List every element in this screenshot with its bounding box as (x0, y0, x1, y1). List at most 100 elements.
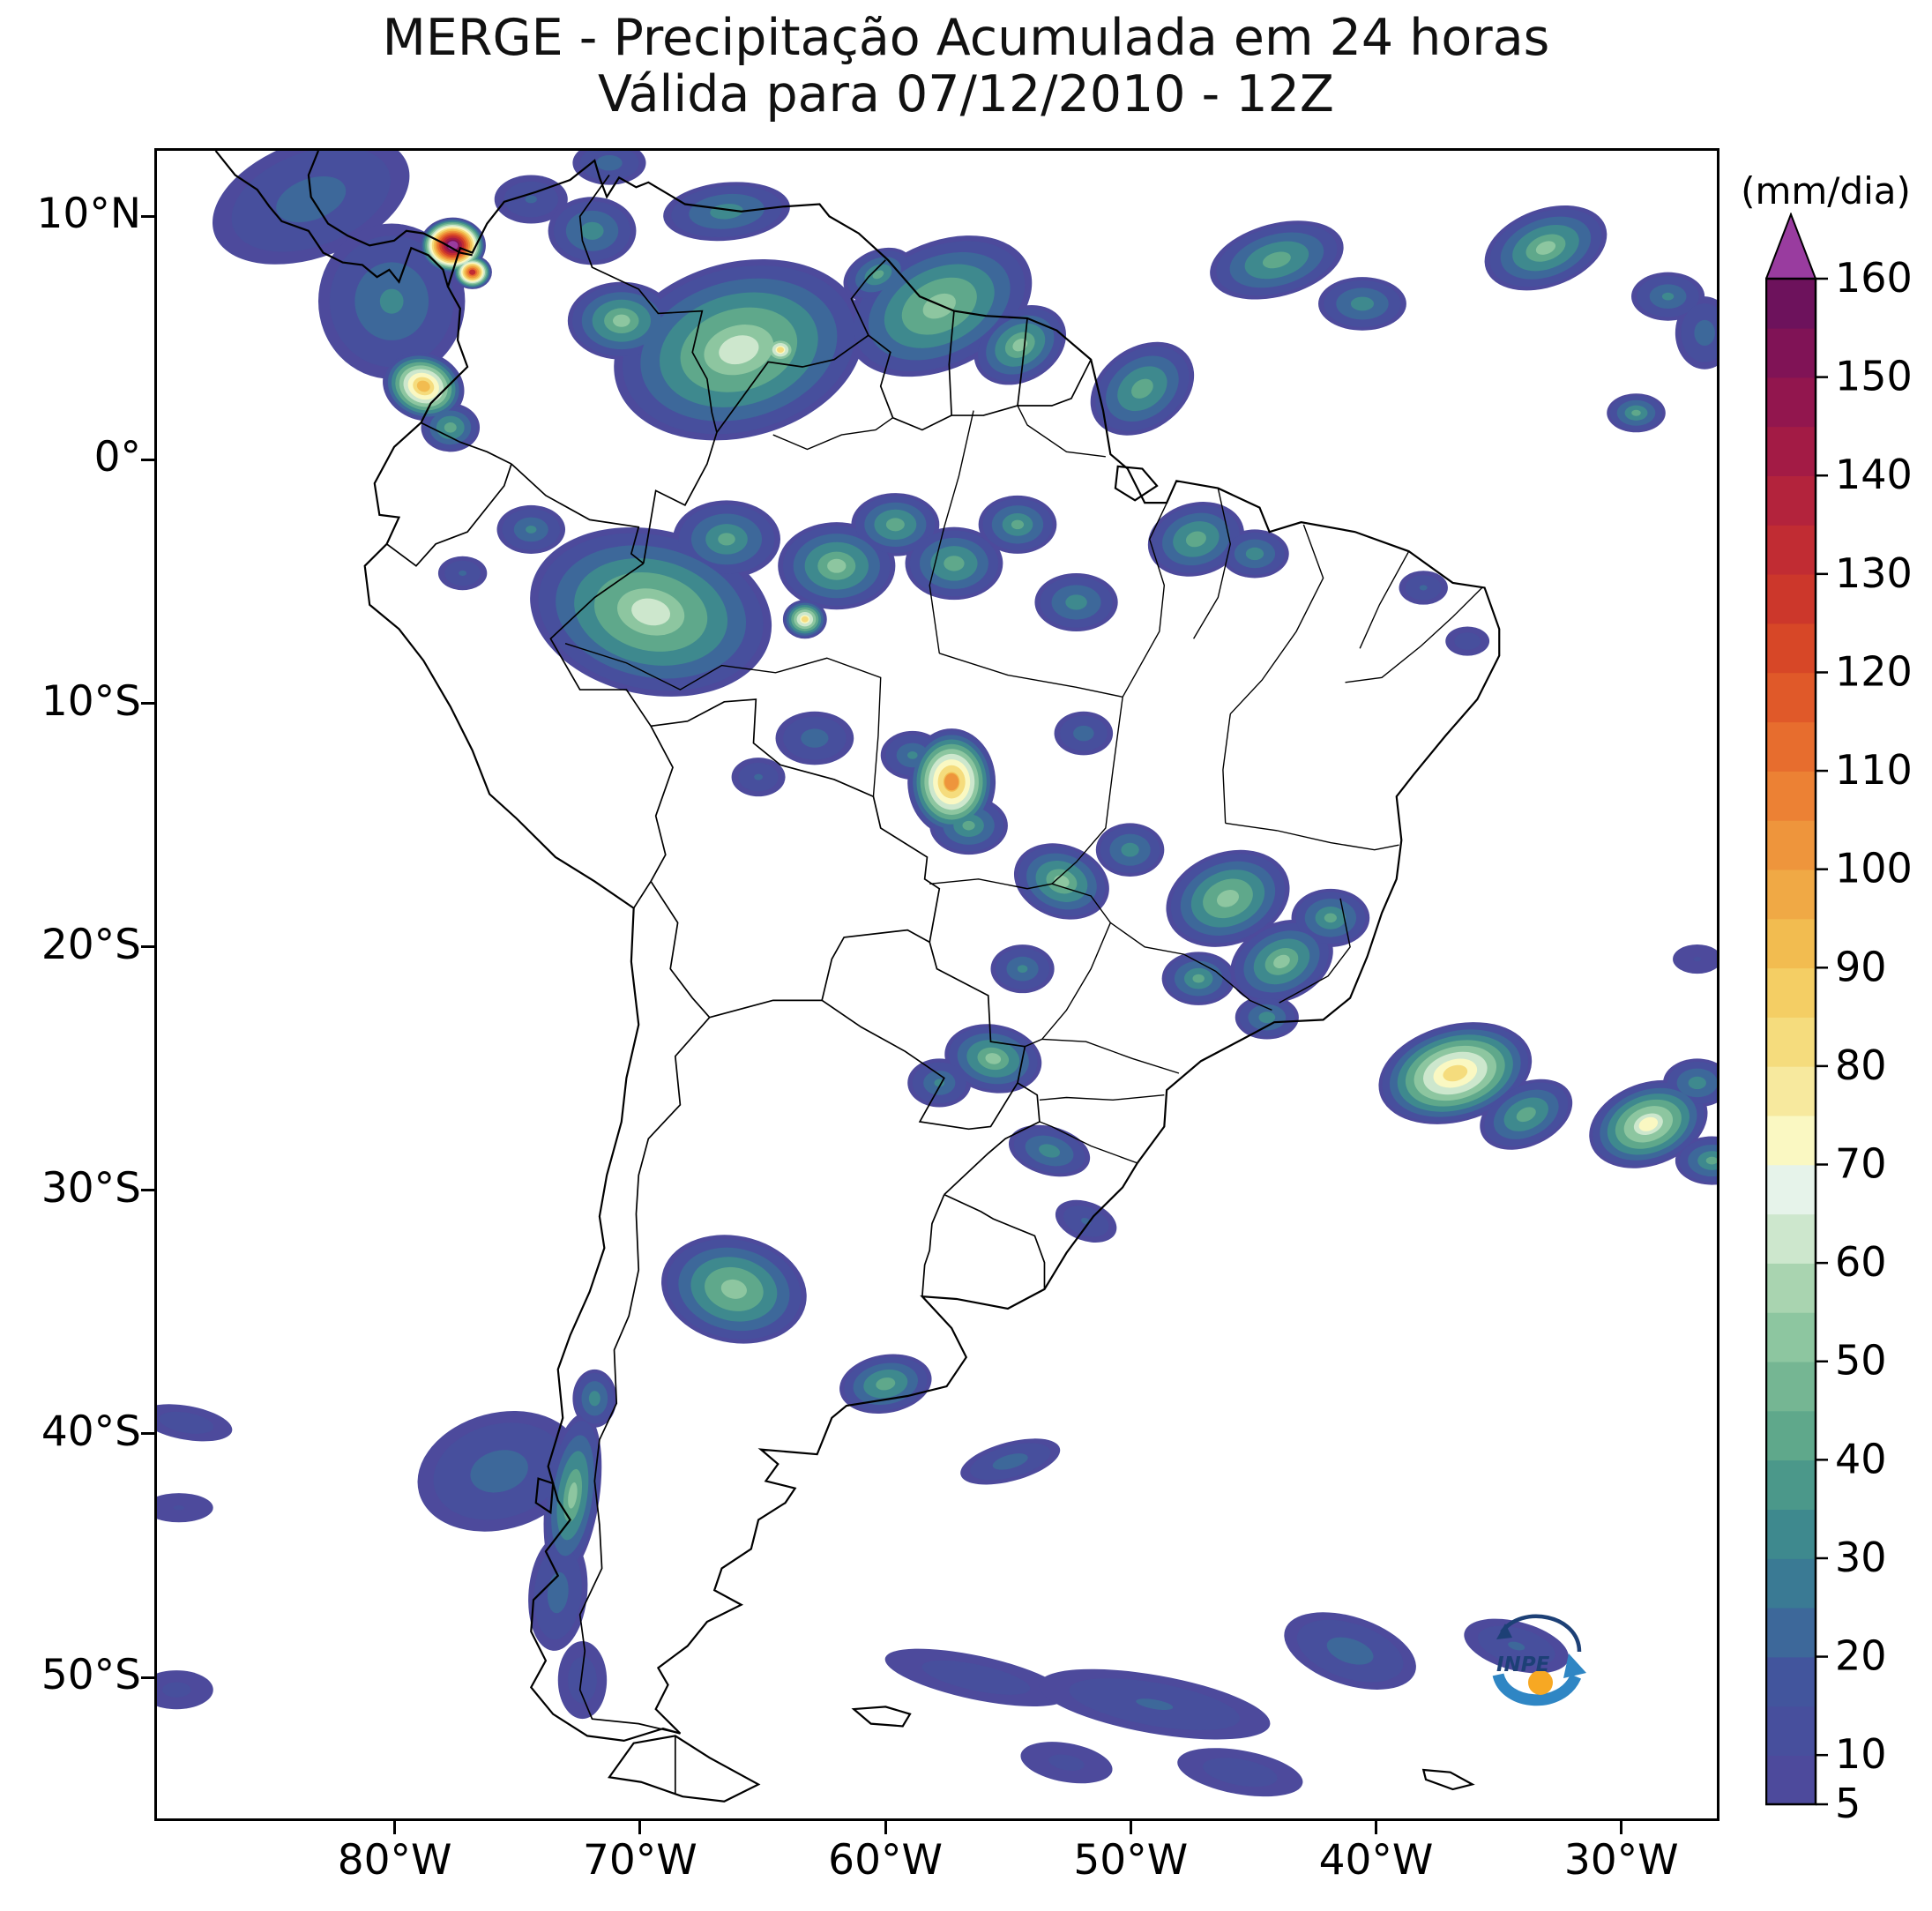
country-border-path (578, 1017, 711, 1735)
x-tick-label: 80°W (337, 1836, 452, 1885)
colorbar-band (1766, 1558, 1816, 1609)
colorbar-band (1766, 1065, 1816, 1116)
country-border-path (632, 881, 652, 909)
inpe-logo-orbit-icon (1500, 1614, 1582, 1653)
colorbar-band (1766, 1410, 1816, 1461)
colorbar-band (1766, 377, 1816, 428)
x-tick-mark (1129, 1821, 1132, 1834)
country-border-path (386, 463, 512, 567)
inpe-logo-swoosh-arrowhead-icon (1563, 1653, 1586, 1678)
x-tick-label: 50°W (1073, 1836, 1189, 1885)
y-tick-mark (141, 1189, 154, 1192)
basemap-lines (214, 151, 1501, 1803)
country-border-path (929, 942, 1026, 1084)
colorbar-outline (1765, 277, 1817, 1806)
state-border-path (929, 410, 974, 653)
colorbar-tick-label: 30 (1835, 1534, 1887, 1581)
country-border-path (511, 463, 645, 564)
colorbar-tick-label: 80 (1835, 1041, 1887, 1089)
colorbar-band (1766, 623, 1816, 674)
country-border-path (642, 432, 718, 564)
state-border-path (1229, 524, 1324, 715)
x-tick-label: 40°W (1318, 1836, 1434, 1885)
precipitation-layer (157, 151, 1717, 1797)
y-tick-label: 50°S (41, 1650, 141, 1699)
state-border-path (1109, 922, 1272, 1011)
y-tick-label: 10°N (36, 190, 141, 239)
y-tick-mark (141, 1676, 154, 1679)
country-border-path (578, 175, 718, 433)
y-tick-mark (141, 1432, 154, 1436)
colorbar-band (1766, 525, 1816, 575)
country-border-path (944, 1082, 1041, 1196)
colorbar-band (1766, 573, 1816, 624)
colorbar: 510 20 30 40 50 60 70 80 90 100 110 120 130 140 150 160 (1765, 213, 1913, 1827)
country-border-path (716, 334, 869, 433)
colorbar-band (1766, 1213, 1816, 1264)
colorbar-tick-label: 90 (1835, 943, 1887, 990)
state-border-path (929, 878, 1112, 1048)
colorbar-band (1766, 918, 1816, 969)
coastline-path (608, 1735, 761, 1803)
y-tick-label: 30°S (41, 1163, 141, 1213)
colorbar-band (1766, 1706, 1816, 1756)
x-tick-label: 30°W (1563, 1836, 1679, 1885)
country-border-path (549, 563, 652, 727)
country-border-path (650, 698, 941, 943)
state-border-path (1017, 405, 1106, 458)
state-border-path (939, 653, 1123, 698)
state-border-path (1041, 1038, 1180, 1074)
country-border-path (650, 881, 711, 1019)
colorbar-band (1766, 869, 1816, 920)
inpe-logo-orbit-arrowhead-icon (1496, 1624, 1512, 1639)
country-border-path (1017, 359, 1092, 407)
colorbar-tick-label: 150 (1835, 353, 1913, 400)
inpe-logo-orange-dot (1528, 1670, 1553, 1695)
colorbar-tick-label: 70 (1835, 1140, 1887, 1188)
colorbar-over-triangle (1765, 213, 1817, 280)
colorbar-band (1766, 1509, 1816, 1559)
colorbar-band (1766, 475, 1816, 526)
colorbar-tick-label: 20 (1835, 1632, 1887, 1680)
colorbar-band (1766, 1311, 1816, 1362)
state-border-path (1279, 898, 1351, 1004)
colorbar-band (1766, 672, 1816, 723)
chart-title-line-2: Válida para 07/12/2010 - 12Z (598, 65, 1334, 123)
colorbar-tick-label: 100 (1835, 845, 1913, 892)
country-border-path (951, 405, 1018, 416)
colorbar-band (1766, 426, 1816, 476)
coastline-path (1421, 1768, 1475, 1791)
coastline-path (307, 151, 473, 257)
state-border-path (1039, 1121, 1138, 1164)
precipitation-map-svg (157, 151, 1717, 1803)
colorbar-band (1766, 1459, 1816, 1510)
colorbar-tick-label: 60 (1835, 1238, 1887, 1286)
country-border-path (850, 259, 886, 336)
x-tick-mark (1620, 1821, 1623, 1834)
country-border-path (821, 999, 1018, 1131)
coastline-path (214, 151, 450, 287)
colorbar-band (1766, 771, 1816, 821)
state-border-path (1359, 550, 1410, 649)
inpe-logo-swoosh-icon (1492, 1672, 1581, 1706)
y-tick-label: 20°S (41, 920, 141, 969)
state-border-path (564, 643, 882, 797)
colorbar-tick-label: 50 (1835, 1337, 1887, 1385)
map-plot-area: INPE (154, 148, 1719, 1821)
country-border-path (709, 999, 823, 1019)
y-tick-label: 10°S (41, 676, 141, 726)
coastline-path (363, 159, 1501, 1742)
y-tick-label: 40°S (41, 1407, 141, 1456)
colorbar-band (1766, 721, 1816, 772)
state-border-path (1225, 822, 1399, 851)
colorbar-tick-label: 130 (1835, 549, 1913, 597)
inpe-logo: INPE (1492, 1614, 1586, 1706)
colorbar-band (1766, 1607, 1816, 1658)
colorbar-tick-label: 110 (1835, 746, 1913, 794)
x-tick-mark (393, 1821, 397, 1834)
x-tick-mark (638, 1821, 642, 1834)
colorbar-band (1766, 279, 1816, 329)
colorbar-tick-label: 120 (1835, 647, 1913, 695)
coastline-path (851, 1706, 912, 1728)
y-tick-mark (141, 945, 154, 949)
